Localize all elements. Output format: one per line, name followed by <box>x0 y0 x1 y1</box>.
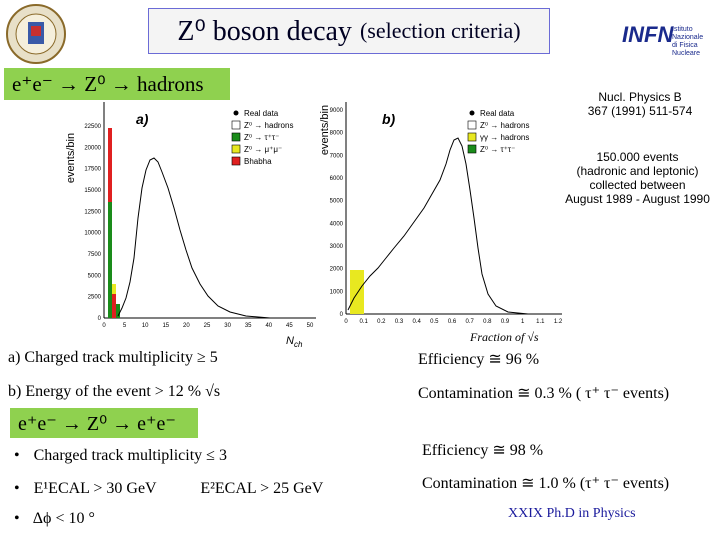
contamination-ee: Contamination ≅ 1.0 % (τ⁺ τ⁻ events) <box>422 475 670 492</box>
plot-b-xtick: 1 <box>521 319 525 325</box>
plot-b-xtick: 0.8 <box>483 319 492 325</box>
plot-b-xtick: 0.5 <box>430 319 439 325</box>
reference-text: Nucl. Physics B 367 (1991) 511-574 <box>587 90 693 118</box>
legend-swatch <box>467 120 477 130</box>
legend-label: Z⁰ → μ⁺μ⁻ <box>244 145 282 154</box>
legend-swatch <box>467 132 477 142</box>
plot-b-ylabel: events/bin <box>319 105 331 155</box>
plot-a-ytick: 0 <box>98 316 102 322</box>
page-title: Z⁰ boson decay (selection criteria) <box>148 8 550 54</box>
plot-b-xtick: 0.1 <box>359 319 368 325</box>
plot-b-xlabel: Fraction of √s <box>470 330 539 344</box>
legend-swatch <box>467 144 477 154</box>
university-seal-logo <box>6 4 66 64</box>
plot-a-ytick: 10000 <box>84 231 101 237</box>
plot-a-xtick: 5 <box>123 323 127 329</box>
plot-a-ytick: 5000 <box>88 273 102 279</box>
plot-b: events/bin 0 1000 2000 3000 4000 5000 6000 7000… <box>318 98 564 342</box>
plot-b-ytick: 3000 <box>330 244 344 250</box>
hadrons-banner: e⁺e⁻ → Z⁰ → hadrons <box>4 68 230 100</box>
plot-a-ytick: 15000 <box>84 188 101 194</box>
plot-b-xtick: 0.3 <box>395 319 404 325</box>
plot-a-ytick: 2500 <box>88 295 102 301</box>
legend-label: Bhabha <box>244 157 272 166</box>
legend-label: Z⁰ → τ⁺τ⁻ <box>244 133 279 142</box>
legend-marker <box>469 110 475 116</box>
plot-b-ytick: 6000 <box>330 176 344 182</box>
legend-swatch <box>231 120 241 130</box>
plot-b-ytick: 7000 <box>330 153 344 159</box>
plot-a-xtick: 20 <box>183 323 190 329</box>
legend-marker <box>233 110 239 116</box>
plot-b-xtick: 0.9 <box>501 319 510 325</box>
criterion-a: a) Charged track multiplicity ≥ 5 <box>8 349 218 366</box>
criterion-b: b) Energy of the event > 12 % √s <box>8 383 221 400</box>
plot-a-xtick: 35 <box>245 323 252 329</box>
plot-b-xtick: 0.2 <box>377 319 386 325</box>
plot-b-xtick: 1.1 <box>536 319 545 325</box>
plot-a-ytick: 17500 <box>84 167 101 173</box>
plot-a-xlabel: Nch <box>286 335 303 348</box>
ee-banner: e⁺e⁻ → Z⁰ → e⁺e⁻ <box>10 408 198 438</box>
plot-b-xtick: 0 <box>344 319 348 325</box>
legend-swatch <box>231 144 241 154</box>
plot-a-xtick: 45 <box>286 323 293 329</box>
plot-a-xtick: 40 <box>265 323 272 329</box>
plot-b-ytick: 0 <box>340 312 344 318</box>
footer-text: XXIX Ph.D in Physics <box>508 506 636 521</box>
ee-criterion-3: Δϕ < 10 ° <box>14 510 95 528</box>
legend-swatch <box>231 132 241 142</box>
legend-label: Z⁰ → hadrons <box>244 121 293 130</box>
legend-swatch <box>231 156 241 166</box>
plot-a-xtick: 10 <box>142 323 149 329</box>
plot-b-xtick: 0.4 <box>412 319 421 325</box>
plot-a-xtick: 15 <box>162 323 169 329</box>
plot-a-xtick: 50 <box>307 323 314 329</box>
contamination-hadrons: Contamination ≅ 0.3 % ( τ⁺ τ⁻ events) <box>418 385 670 402</box>
efficiency-ee: Efficiency ≅ 98 % <box>422 442 544 459</box>
ee-criterion-1: Charged track multiplicity ≤ 3 <box>14 447 227 465</box>
legend-label: Real data <box>480 109 515 118</box>
plot-a-xtick: 30 <box>224 323 231 329</box>
plot-b-ytick: 5000 <box>330 199 344 205</box>
legend-label: Z⁰ → hadrons <box>480 121 529 130</box>
infn-logo: INFN Istituto Nazionale di Fisica Nuclea… <box>622 22 704 57</box>
legend-label: γγ → hadrons <box>480 133 529 142</box>
plot-b-ytick: 4000 <box>330 221 344 227</box>
plot-b-xtick: 1.2 <box>554 319 563 325</box>
plot-b-ytick: 2000 <box>330 267 344 273</box>
plot-a-ytick: 7500 <box>88 252 102 258</box>
plot-a-ytick: 12500 <box>84 209 101 215</box>
plot-a-xtick: 0 <box>102 323 106 329</box>
plot-b-xtick: 0.6 <box>448 319 457 325</box>
plot-a-ylabel: events/bin <box>65 133 77 183</box>
legend-label: Z⁰ → τ⁺τ⁻ <box>480 145 515 154</box>
plot-a-xtick: 25 <box>204 323 211 329</box>
plot-b-ytick: 8000 <box>330 131 344 137</box>
events-text: 150.000 events (hadronic and leptonic) c… <box>565 150 710 206</box>
plot-b-panel: b) <box>382 111 396 127</box>
ee-criterion-2: E¹ECAL > 30 GeV E²ECAL > 25 GeV <box>14 480 324 498</box>
plot-a-panel: a) <box>136 111 149 127</box>
efficiency-hadrons: Efficiency ≅ 96 % <box>418 351 540 368</box>
plot-a-ytick: 22500 <box>84 124 101 130</box>
plot-b-ytick: 1000 <box>330 289 344 295</box>
plot-b-ytick: 9000 <box>330 108 344 114</box>
legend-label: Real data <box>244 109 279 118</box>
plot-a: events/bin 0 2500 5000 7500 10000 12500 15000 1… <box>60 98 318 349</box>
plot-a-ytick: 20000 <box>84 145 101 151</box>
plot-b-xtick: 0.7 <box>465 319 474 325</box>
